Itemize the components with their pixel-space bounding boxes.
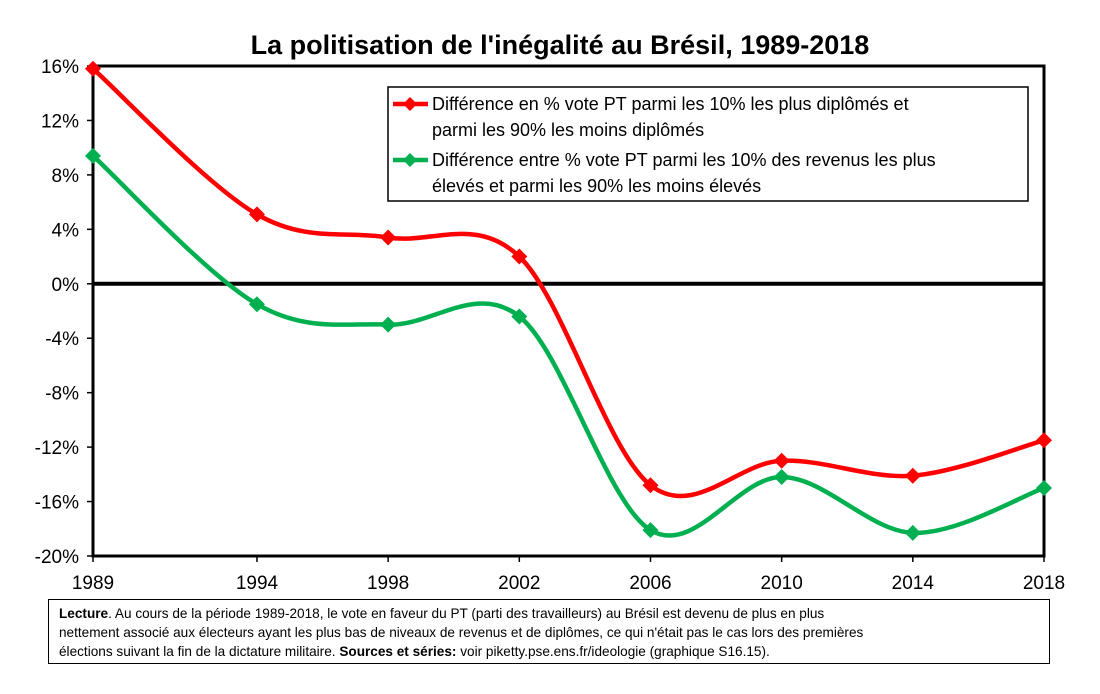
legend-label-2: élevés et parmi les 90% les moins élevés	[432, 176, 761, 196]
sources-text: voir piketty.pse.ens.fr/ideologie (graph…	[456, 644, 770, 659]
x-tick-label: 1994	[236, 573, 279, 594]
series-1-point	[642, 477, 659, 494]
series-2-point	[85, 147, 101, 164]
y-tick-label: 12%	[41, 111, 79, 132]
series-1-point	[773, 452, 790, 469]
series-1-point	[1036, 432, 1052, 449]
x-tick-label: 2002	[498, 573, 540, 594]
chart-title: La politisation de l'inégalité au Brésil…	[251, 30, 870, 60]
series-1-point	[511, 248, 528, 265]
legend: Différence en % vote PT parmi les 10% le…	[387, 86, 1029, 202]
legend-label-1: Différence en % vote PT parmi les 10% le…	[432, 94, 909, 114]
series-2-point	[904, 524, 921, 541]
legend-marker-2	[403, 153, 417, 167]
series-1-point	[380, 229, 397, 246]
series-2-point	[1036, 479, 1052, 496]
series-2-point	[248, 296, 265, 313]
series-2-point	[380, 316, 397, 333]
x-tick-label: 2018	[1023, 573, 1065, 594]
y-tick-label: -12%	[35, 438, 79, 459]
plot-frame	[91, 64, 1046, 558]
series-1-point	[904, 467, 921, 484]
y-tick-label: 16%	[41, 57, 79, 78]
lecture-note: Lecture. Au cours de la période 1989-201…	[48, 599, 1050, 664]
series-2-point	[511, 308, 528, 325]
y-tick-label: 4%	[52, 220, 80, 241]
x-tick-label: 2014	[892, 573, 935, 594]
y-tick-label: -4%	[45, 329, 79, 350]
x-tick-label: 2006	[629, 573, 671, 594]
y-tick-label: 0%	[52, 275, 80, 296]
lecture-line-3: élections suivant la fin de la dictature…	[59, 644, 340, 659]
series-2-point	[642, 522, 659, 539]
x-tick-label: 1989	[72, 573, 114, 594]
legend-label-1: parmi les 90% les moins diplômés	[432, 120, 704, 140]
plot-area: 16% 12% 8% 4% 0% -4% -8% -12% -16% -20% 1989 1994 19…	[35, 57, 1066, 594]
lecture-line-1: . Au cours de la période 1989-2018, le v…	[108, 606, 825, 621]
y-tick-label: 8%	[52, 166, 80, 187]
series-1-point	[248, 206, 265, 223]
lecture-line-2: nettement associé aux électeurs ayant le…	[59, 625, 864, 640]
series-2-point	[773, 469, 790, 486]
sources-label: Sources et séries:	[339, 644, 457, 659]
y-tick-label: -16%	[35, 493, 79, 514]
x-tick-label: 1998	[367, 573, 409, 594]
x-tick-label: 2010	[761, 573, 803, 594]
legend-box	[387, 86, 1029, 202]
y-tick-label: -20%	[35, 547, 79, 568]
lecture-label: Lecture	[59, 606, 109, 621]
legend-marker-1	[403, 97, 417, 111]
series-1-point	[85, 60, 101, 77]
y-tick-label: -8%	[45, 384, 79, 405]
series-line-2	[91, 154, 1045, 538]
legend-label-2: Différence entre % vote PT parmi les 10%…	[432, 150, 936, 170]
